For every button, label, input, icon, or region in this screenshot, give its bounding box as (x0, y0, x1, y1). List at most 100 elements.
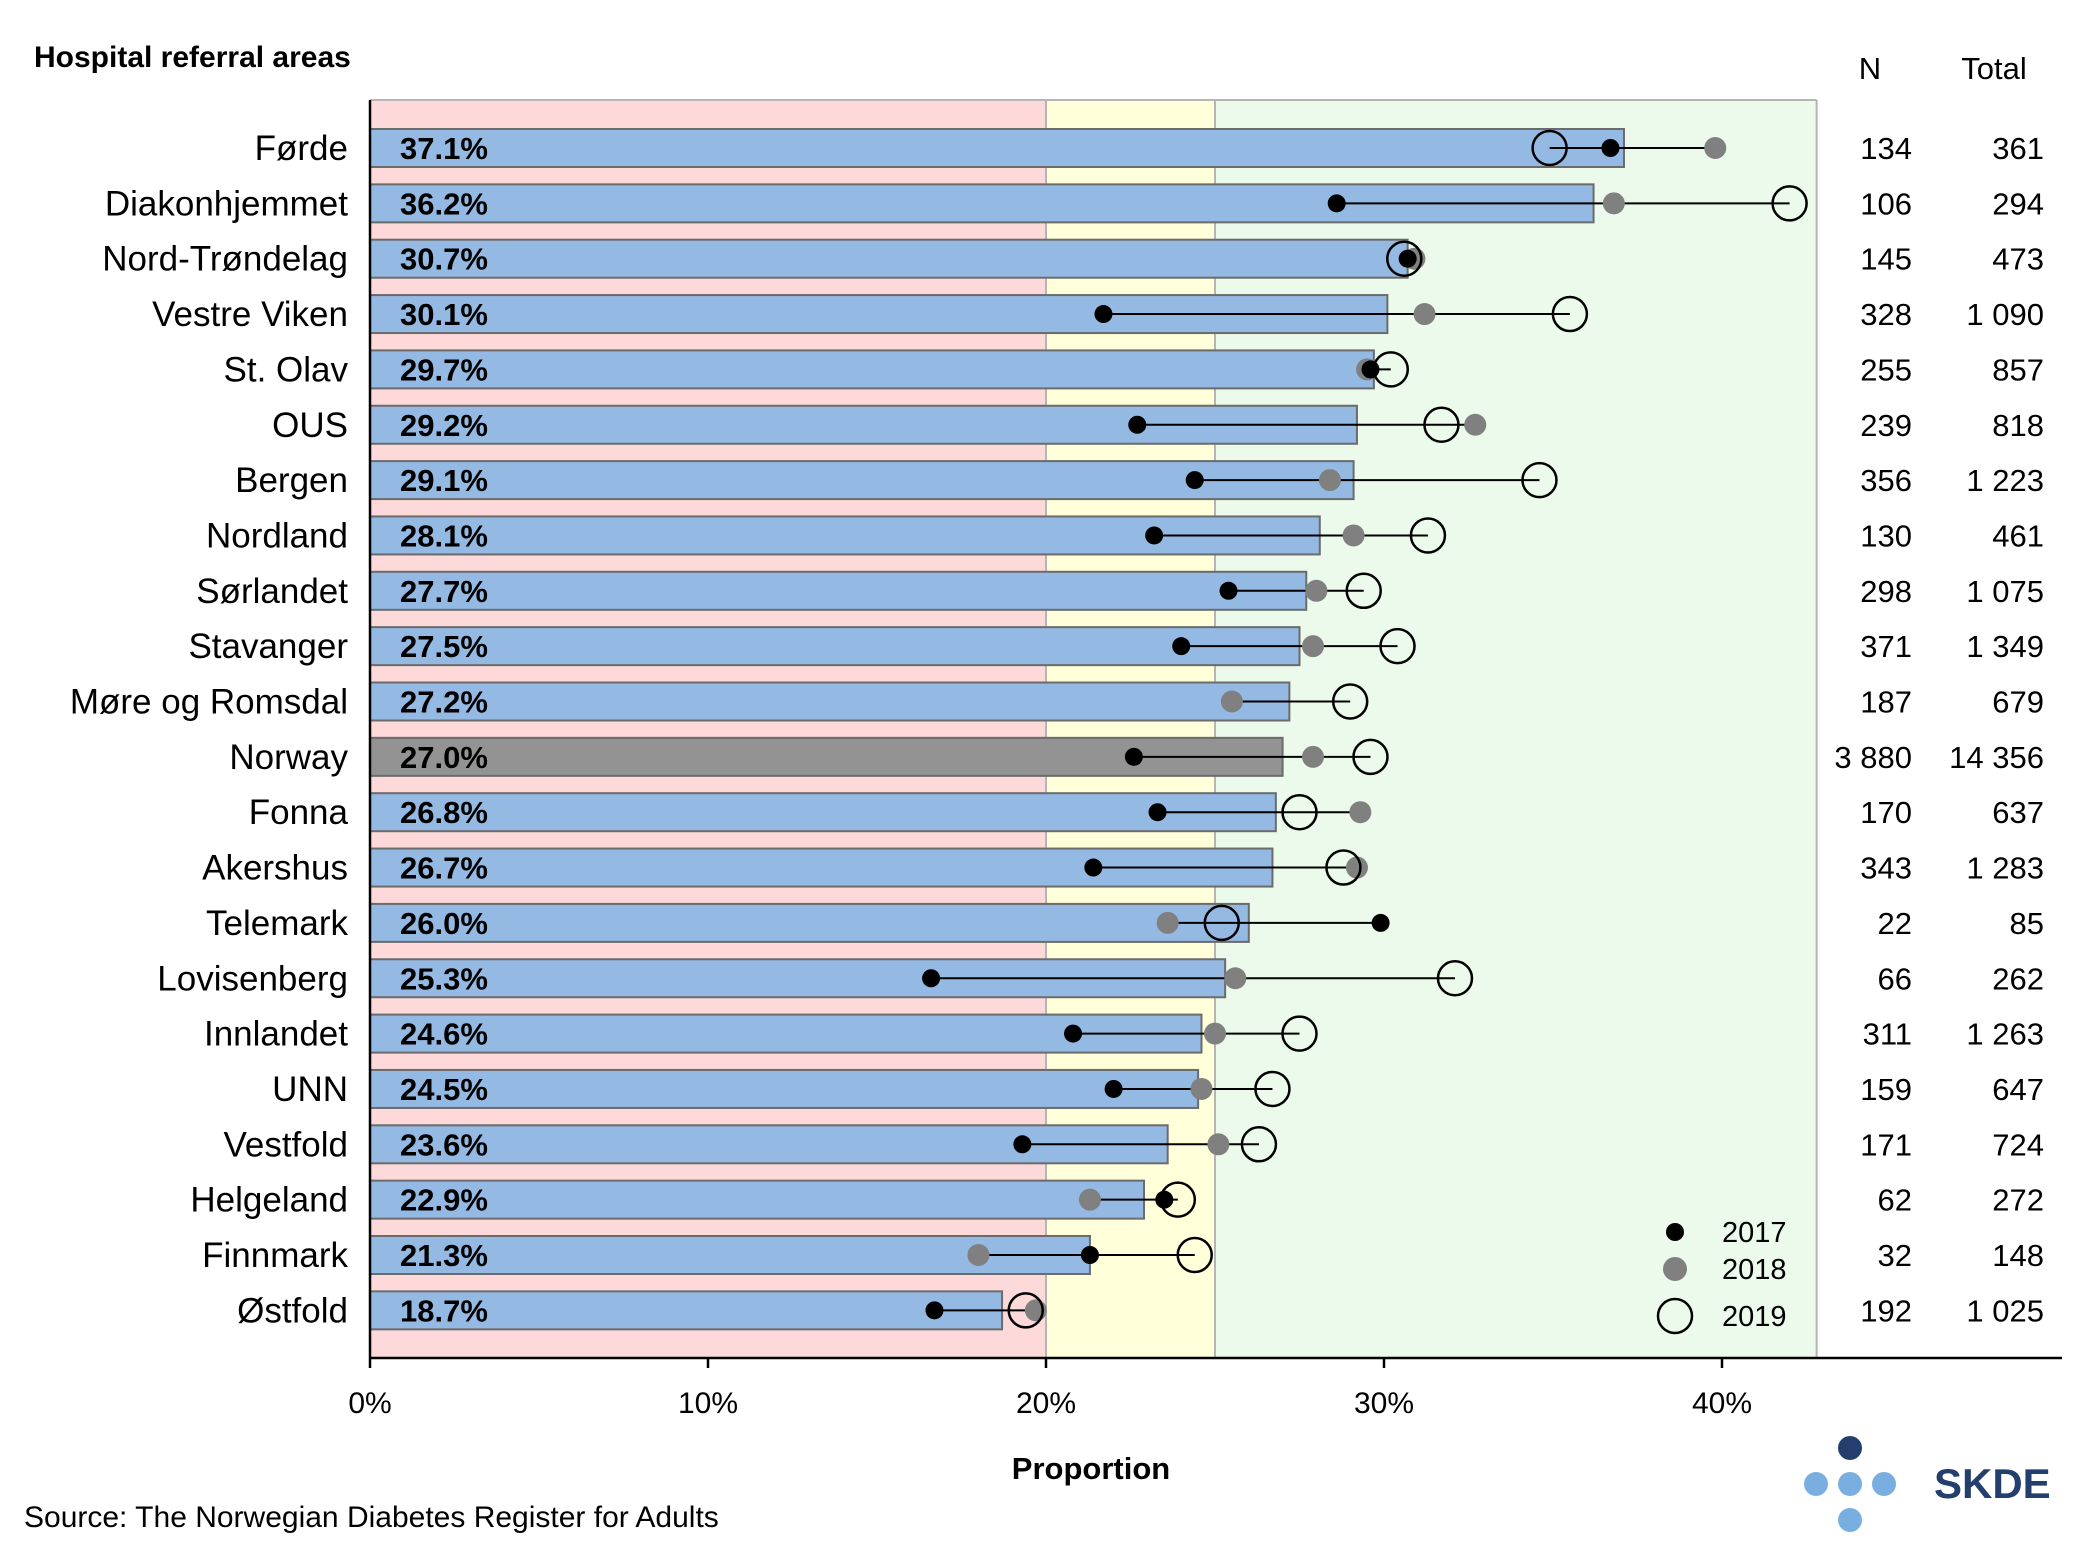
legend: 2017 2018 2019 (1656, 1217, 1787, 1335)
bar-0 (369, 128, 1625, 168)
x-tick-label: 20% (1016, 1387, 1076, 1420)
total-value: 1 263 (1966, 1017, 2044, 1052)
marker-2019 (1771, 185, 1808, 222)
total-value: 148 (1992, 1238, 2044, 1273)
marker-2017 (1172, 637, 1191, 656)
category-label: Førde (255, 129, 348, 168)
total-value: 818 (1992, 408, 2044, 443)
x-tick-label: 0% (348, 1387, 391, 1420)
logo-dot-center (1838, 1472, 1862, 1496)
marker-2018 (1207, 1133, 1230, 1156)
band-0 (370, 100, 1046, 1358)
bar-value-label: 30.7% (400, 242, 488, 277)
n-value: 159 (1860, 1072, 1912, 1107)
marker-2017 (1371, 913, 1390, 932)
n-value: 3 880 (1834, 740, 1912, 775)
n-value: 171 (1860, 1127, 1912, 1162)
n-value: 239 (1860, 408, 1912, 443)
n-value: 145 (1860, 242, 1912, 277)
marker-2017 (1327, 194, 1346, 213)
marker-2017 (1128, 415, 1147, 434)
logo-dot-right (1872, 1472, 1896, 1496)
marker-2017 (1185, 471, 1204, 490)
category-label: Telemark (206, 904, 348, 943)
category-label: Lovisenberg (157, 959, 348, 998)
marker-2017 (1219, 581, 1238, 600)
marker-2018 (1078, 1188, 1101, 1211)
marker-2017 (1361, 360, 1380, 379)
n-value: 192 (1860, 1293, 1912, 1328)
bar-value-label: 18.7% (400, 1293, 488, 1328)
logo-dot-top (1838, 1436, 1862, 1460)
marker-2017 (1080, 1246, 1099, 1264)
marker-2019 (1007, 1292, 1044, 1329)
marker-2019 (1281, 793, 1318, 831)
total-value: 85 (2010, 906, 2044, 941)
marker-2018 (1413, 303, 1436, 326)
marker-2018 (1302, 745, 1325, 768)
category-label: Sørlandet (196, 572, 348, 611)
total-value: 473 (1992, 242, 2044, 277)
marker-2018 (967, 1244, 990, 1266)
marker-2019 (1254, 1070, 1291, 1108)
year-markers (922, 129, 1808, 1329)
legend-marker-2018 (1663, 1257, 1687, 1281)
bar-value-label: 26.8% (400, 795, 488, 830)
x-tick-label: 30% (1354, 1387, 1414, 1420)
threshold-bands (370, 99, 1818, 1358)
total-value: 14 356 (1949, 740, 2044, 775)
n-value: 130 (1860, 518, 1912, 553)
marker-2019 (1281, 1015, 1318, 1052)
n-value: 356 (1860, 463, 1912, 498)
bar-value-label: 36.2% (400, 186, 488, 221)
category-label: Bergen (235, 461, 348, 500)
n-value: 106 (1860, 186, 1912, 221)
n-value: 32 (1878, 1238, 1912, 1273)
total-value: 1 349 (1966, 629, 2044, 664)
category-label: Innlandet (204, 1015, 348, 1054)
total-value: 637 (1992, 795, 2044, 830)
bar-value-label: 37.1% (400, 131, 488, 166)
marker-2019 (1379, 627, 1416, 665)
marker-2018 (1342, 524, 1365, 547)
marker-2018 (1602, 192, 1625, 215)
marker-2017 (922, 969, 941, 988)
marker-2019 (1386, 240, 1423, 277)
category-label: Nordland (206, 516, 348, 555)
marker-2018 (1318, 469, 1341, 492)
marker-2017 (1104, 1079, 1123, 1098)
marker-2018 (1224, 967, 1247, 990)
marker-2018 (1220, 690, 1243, 713)
n-value: 187 (1860, 685, 1912, 720)
category-label: Stavanger (188, 627, 348, 666)
bar-value-label: 29.1% (400, 463, 488, 498)
legend-label: 2019 (1722, 1301, 1787, 1333)
category-labels: 37.1% Førde 134 361 36.2% Diakonhjemmet 106 294… (70, 129, 2044, 1330)
marker-2019 (1240, 1126, 1278, 1163)
marker-2017 (1124, 747, 1143, 766)
bar-8 (369, 570, 1308, 611)
bar-value-label: 23.6% (400, 1127, 488, 1162)
x-axis: 0% 10% 20% 30% 40% (348, 100, 2062, 1420)
n-value: 311 (1863, 1017, 1912, 1052)
bar-value-label: 27.0% (400, 740, 488, 775)
bar-value-label: 22.9% (400, 1183, 488, 1218)
bar-value-label: 21.3% (400, 1238, 488, 1273)
category-label: Vestre Viken (152, 295, 348, 334)
marker-2019 (1423, 406, 1460, 443)
bars (369, 128, 1625, 1331)
bar-9 (369, 626, 1301, 667)
marker-2019 (1531, 129, 1568, 167)
x-tick-label: 10% (678, 1387, 738, 1420)
bar-17 (369, 1068, 1200, 1109)
bar-2 (369, 238, 1409, 279)
marker-2019 (1436, 960, 1474, 997)
x-axis-title: Proportion (1012, 1451, 1170, 1486)
n-value: 62 (1878, 1183, 1912, 1218)
n-value: 134 (1860, 131, 1912, 166)
category-label: Helgeland (190, 1181, 348, 1220)
total-value: 1 075 (1966, 574, 2044, 609)
bar-value-label: 26.0% (400, 906, 488, 941)
total-value: 361 (1992, 131, 2044, 166)
